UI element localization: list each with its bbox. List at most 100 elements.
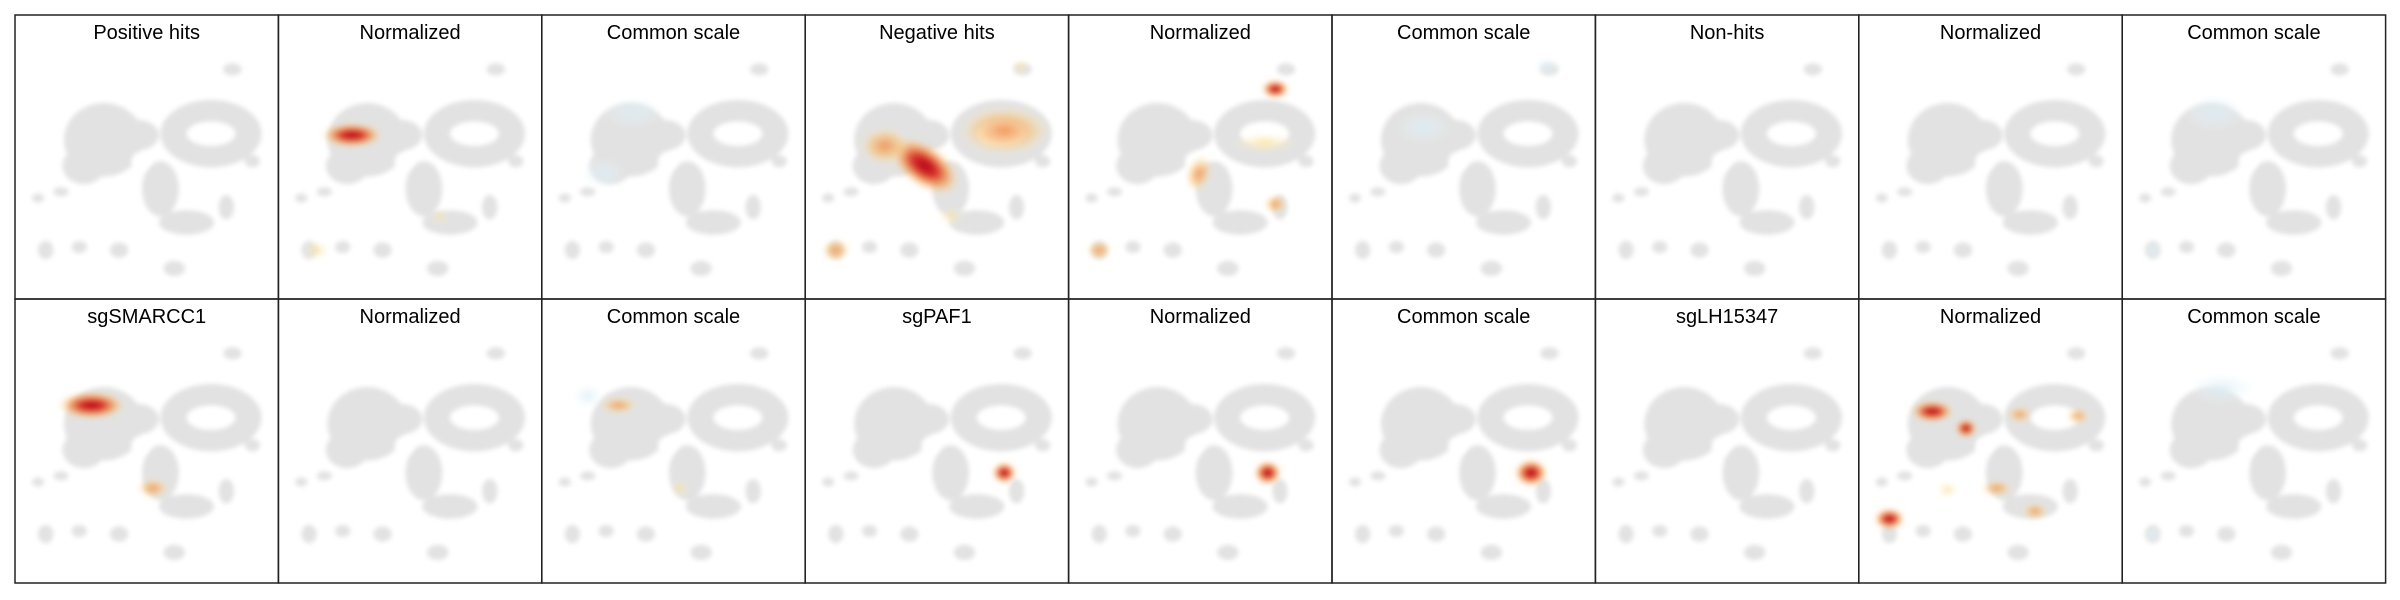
cell-map [32,347,262,560]
panel: Common scale [1331,14,1597,300]
density-overlay [1396,56,1559,143]
panel-title: Normalized [360,22,461,44]
hotspot [599,397,637,413]
panel-grid: Positive hits Normalized Common scale Negat… [14,14,2387,584]
panel: Common scale [2121,14,2387,300]
panel-title: Normalized [1940,22,2041,44]
hotspot [670,480,689,496]
cell-map [1612,347,1842,560]
density-overlay [822,59,1051,261]
hotspot [304,241,329,260]
panel: sgSMARCC1 [14,298,280,584]
density-overlay [304,122,449,260]
panel-title: Normalized [1150,306,1251,328]
hotspot [1264,195,1287,214]
hotspot [860,127,910,165]
hotspot [137,479,169,498]
density-overlay [2143,93,2245,260]
panel-title: Common scale [607,22,740,44]
panel-title: Normalized [1940,306,2041,328]
cell-map [2139,63,2369,276]
hotspot [1910,400,1954,423]
hotspot [2067,408,2089,424]
hotspot [1086,241,1112,260]
panel-title: Common scale [1397,306,1530,328]
hotspot [430,210,449,223]
hotspot [57,391,126,420]
hotspot [1010,59,1029,73]
cell-map [822,347,1052,560]
cell-map [1612,63,1842,276]
panel: sgLH15347 [1594,298,1860,584]
hotspot [2143,241,2163,260]
hotspot [1253,460,1282,486]
panel: Common scale [2121,298,2387,584]
hotspot [1230,133,1299,152]
panel: Normalized [1858,298,2123,584]
cell-map [2139,347,2369,560]
hotspot [581,158,625,189]
panel-title: Common scale [607,306,740,328]
panel-title: Normalized [1150,22,1251,44]
panel-title: Non-hits [1690,22,1764,44]
hotspot [1261,79,1290,99]
panel-title: Common scale [1397,22,1530,44]
hotspot [321,122,383,148]
cell-map [1876,347,2106,560]
hotspot [1514,459,1548,487]
hotspot [958,106,1051,156]
hotspot [1936,482,1959,498]
panel: Common scale [541,298,806,584]
hotspot [1981,480,2012,496]
density-overlay [992,462,1017,484]
panel-title: Common scale [2187,22,2320,44]
cell-map [1876,63,2106,276]
hotspot [1185,155,1212,192]
hotspot [2022,503,2048,519]
hotspot [992,462,1017,484]
density-overlay [57,391,169,498]
density-overlay [1874,400,2089,530]
cell-map [1349,63,1579,276]
panel: Positive hits [14,14,280,300]
hotspot [1955,419,1977,438]
hotspot [2143,525,2163,544]
hotspot [2007,406,2032,423]
cell-map [1349,347,1579,560]
panel: Common scale [541,14,806,300]
hotspot [822,239,850,261]
hotspot [938,208,963,225]
cell-map [295,347,525,560]
panel-title: Negative hits [879,22,995,44]
panel: sgPAF1 [804,298,1070,584]
density-overlay [1514,459,1548,487]
panel: Normalized [1067,298,1333,584]
hotspot [1396,112,1452,143]
panel-title: Common scale [2187,306,2320,328]
hotspot [2188,373,2256,404]
cell-map [295,63,525,276]
density-overlay [572,383,689,496]
density-overlay [1253,460,1282,486]
panel: Normalized [1858,14,2123,300]
cell-map [32,63,262,276]
cell-map [1085,347,1315,560]
density-overlay [2143,373,2256,544]
panel: Common scale [1331,298,1597,584]
panel-border [2121,298,2387,584]
panel: Normalized [277,14,543,300]
panel-title: Positive hits [93,22,200,44]
panel: Negative hits [804,14,1070,300]
panel-title: sgPAF1 [902,306,972,328]
hotspot [1534,56,1559,76]
panel-title: sgLH15347 [1676,306,1778,328]
panel-title: Normalized [360,306,461,328]
panel: Normalized [1067,14,1333,300]
cell-map [559,347,789,560]
hotspot [2183,93,2245,131]
hotspot [603,96,665,128]
hotspot [1874,508,1905,530]
density-overlay [1086,79,1299,260]
